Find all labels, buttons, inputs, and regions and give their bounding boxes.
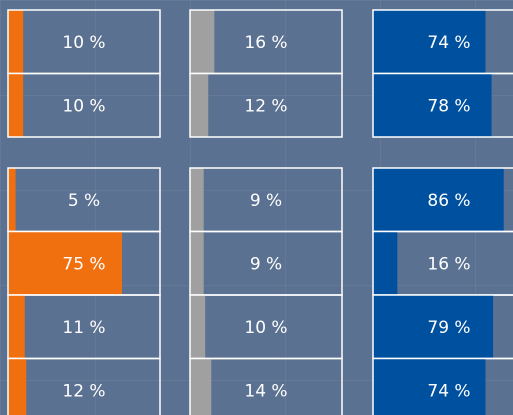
- progress-fill: [8, 231, 122, 295]
- progress-fill: [8, 10, 24, 74]
- progress-label: 75 %: [62, 254, 105, 274]
- progress-label: 9 %: [250, 254, 282, 274]
- progress-fill: [8, 73, 24, 137]
- progress-label: 16 %: [244, 33, 287, 53]
- progress-label: 74 %: [427, 381, 470, 401]
- progress-fill: [190, 10, 215, 74]
- progress-fill: [373, 295, 494, 359]
- progress-label: 10 %: [62, 96, 105, 116]
- progress-fill: [8, 358, 27, 415]
- progress-label: 11 %: [62, 318, 105, 338]
- progress-label: 78 %: [427, 96, 470, 116]
- progress-cell: [372, 357, 513, 415]
- progress-fill: [190, 231, 204, 295]
- progress-fill: [373, 73, 492, 137]
- progress-label: 12 %: [244, 96, 287, 116]
- progress-fill: [190, 295, 206, 359]
- progress-label: 10 %: [244, 318, 287, 338]
- progress-fill: [373, 168, 504, 232]
- progress-cell: [189, 357, 343, 415]
- progress-cell: [372, 72, 513, 138]
- progress-label: 10 %: [62, 33, 105, 53]
- progress-label: 86 %: [427, 191, 470, 211]
- progress-label: 16 %: [427, 254, 470, 274]
- progress-cell: [189, 72, 343, 138]
- progress-label: 74 %: [427, 33, 470, 53]
- progress-cell: [7, 357, 161, 415]
- progress-fill: [190, 73, 209, 137]
- progress-fill: [373, 358, 486, 415]
- progress-label: 9 %: [250, 191, 282, 211]
- progress-fill: [373, 10, 486, 74]
- progress-fill: [373, 231, 398, 295]
- progress-label: 14 %: [244, 381, 287, 401]
- progress-cell: [7, 72, 161, 138]
- progress-fill: [8, 168, 16, 232]
- progress-fill: [190, 358, 212, 415]
- progress-fill: [8, 295, 25, 359]
- progress-fill: [190, 168, 204, 232]
- progress-label: 5 %: [68, 191, 100, 211]
- progress-label: 79 %: [427, 318, 470, 338]
- progress-label: 12 %: [62, 381, 105, 401]
